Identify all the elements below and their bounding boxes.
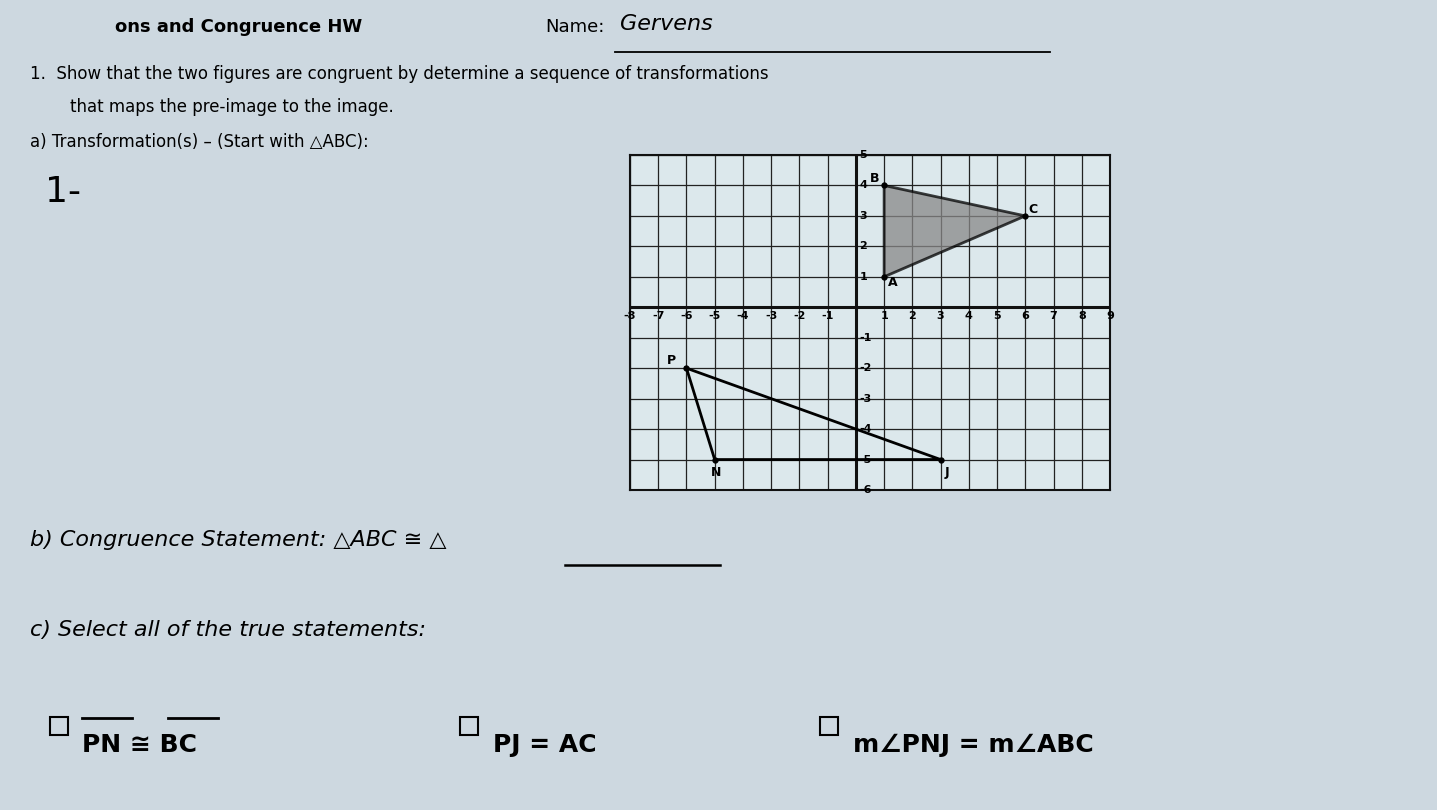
Bar xyxy=(460,717,479,735)
Text: 6: 6 xyxy=(1022,311,1029,321)
Text: that maps the pre-image to the image.: that maps the pre-image to the image. xyxy=(70,98,394,116)
Text: 3: 3 xyxy=(859,211,867,221)
Text: 1.  Show that the two figures are congruent by determine a sequence of transform: 1. Show that the two figures are congrue… xyxy=(30,65,769,83)
Text: 5: 5 xyxy=(993,311,1002,321)
Text: -4: -4 xyxy=(737,311,749,321)
Text: -2: -2 xyxy=(793,311,806,321)
Text: -3: -3 xyxy=(764,311,777,321)
Text: -5: -5 xyxy=(708,311,721,321)
Bar xyxy=(821,717,838,735)
Text: m∠PNJ = m∠ABC: m∠PNJ = m∠ABC xyxy=(854,733,1094,757)
Text: a) Transformation(s) – (Start with △ABC):: a) Transformation(s) – (Start with △ABC)… xyxy=(30,133,369,151)
Text: 2: 2 xyxy=(859,241,867,251)
Text: b) Congruence Statement: △ABC ≅ △: b) Congruence Statement: △ABC ≅ △ xyxy=(30,530,447,550)
Text: 8: 8 xyxy=(1078,311,1085,321)
Text: A: A xyxy=(888,276,898,289)
Text: -2: -2 xyxy=(859,363,872,373)
Text: J: J xyxy=(944,467,950,480)
Text: -3: -3 xyxy=(859,394,871,403)
Text: -1: -1 xyxy=(859,333,872,343)
Text: -6: -6 xyxy=(680,311,693,321)
Polygon shape xyxy=(884,185,1025,277)
Text: Gervens: Gervens xyxy=(619,14,713,34)
Text: PN ≅ BC: PN ≅ BC xyxy=(82,733,197,757)
Text: 9: 9 xyxy=(1106,311,1114,321)
Text: ons and Congruence HW: ons and Congruence HW xyxy=(115,18,362,36)
Text: C: C xyxy=(1027,202,1038,215)
Text: c) Select all of the true statements:: c) Select all of the true statements: xyxy=(30,620,425,640)
Text: Name:: Name: xyxy=(545,18,605,36)
Text: 4: 4 xyxy=(964,311,973,321)
Text: 1-: 1- xyxy=(45,175,80,209)
Text: -1: -1 xyxy=(822,311,833,321)
Text: N: N xyxy=(710,467,721,480)
Text: PJ = AC: PJ = AC xyxy=(493,733,596,757)
Text: 2: 2 xyxy=(908,311,917,321)
Text: -4: -4 xyxy=(859,424,872,434)
Text: 1: 1 xyxy=(859,272,867,282)
Text: 5: 5 xyxy=(859,150,867,160)
Text: -5: -5 xyxy=(859,454,871,465)
Text: 1: 1 xyxy=(881,311,888,321)
Text: -7: -7 xyxy=(652,311,664,321)
Text: P: P xyxy=(667,354,675,367)
Text: -6: -6 xyxy=(859,485,872,495)
Text: 4: 4 xyxy=(859,181,867,190)
Text: 3: 3 xyxy=(937,311,944,321)
Text: 7: 7 xyxy=(1049,311,1058,321)
Text: B: B xyxy=(869,173,879,185)
Bar xyxy=(50,717,68,735)
Text: -8: -8 xyxy=(624,311,637,321)
